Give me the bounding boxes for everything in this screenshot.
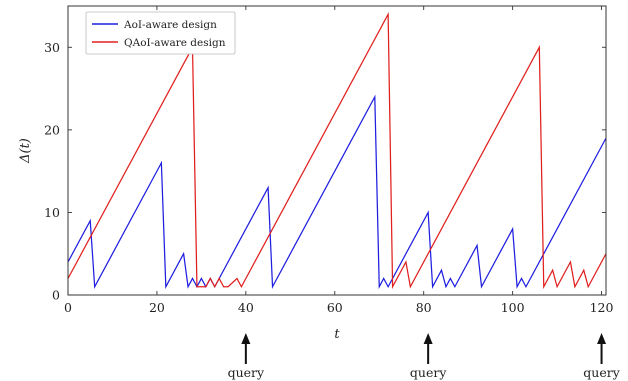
query-arrow-head-1 [241,333,251,344]
y-tick-label: 10 [44,205,60,220]
x-axis-label: t [334,327,340,342]
query-label-2: query [410,365,447,380]
query-arrow-head-3 [597,333,607,344]
series-line-2 [67,11,607,290]
legend-box [85,11,236,55]
series-line-1 [67,94,607,290]
y-tick-label: 20 [44,122,60,137]
legend-label-2: QAoI-aware design [124,37,226,49]
x-tick-label: 60 [327,300,343,315]
query-annotations: query query query [228,333,621,380]
x-tick-label: 100 [501,300,525,315]
x-tick-label: 80 [416,300,432,315]
x-tick-label: 20 [149,300,165,315]
query-arrow-head-2 [423,333,433,344]
plot-border [67,5,607,296]
x-tick-label: 120 [590,300,614,315]
y-axis-label: Δ(t) [18,138,33,164]
y-tick-label: 0 [52,288,60,303]
x-tick-label: 40 [238,300,254,315]
y-tick-label: 30 [44,40,60,55]
x-tick-label: 0 [64,300,72,315]
query-label-1: query [228,365,265,380]
axes: 0 20 40 60 80 100 120 0 10 20 30 t Δ(t) [18,5,614,342]
legend: AoI-aware design QAoI-aware design [85,11,236,55]
series-lines [67,11,607,290]
query-label-3: query [583,365,620,380]
legend-label-1: AoI-aware design [123,19,217,31]
